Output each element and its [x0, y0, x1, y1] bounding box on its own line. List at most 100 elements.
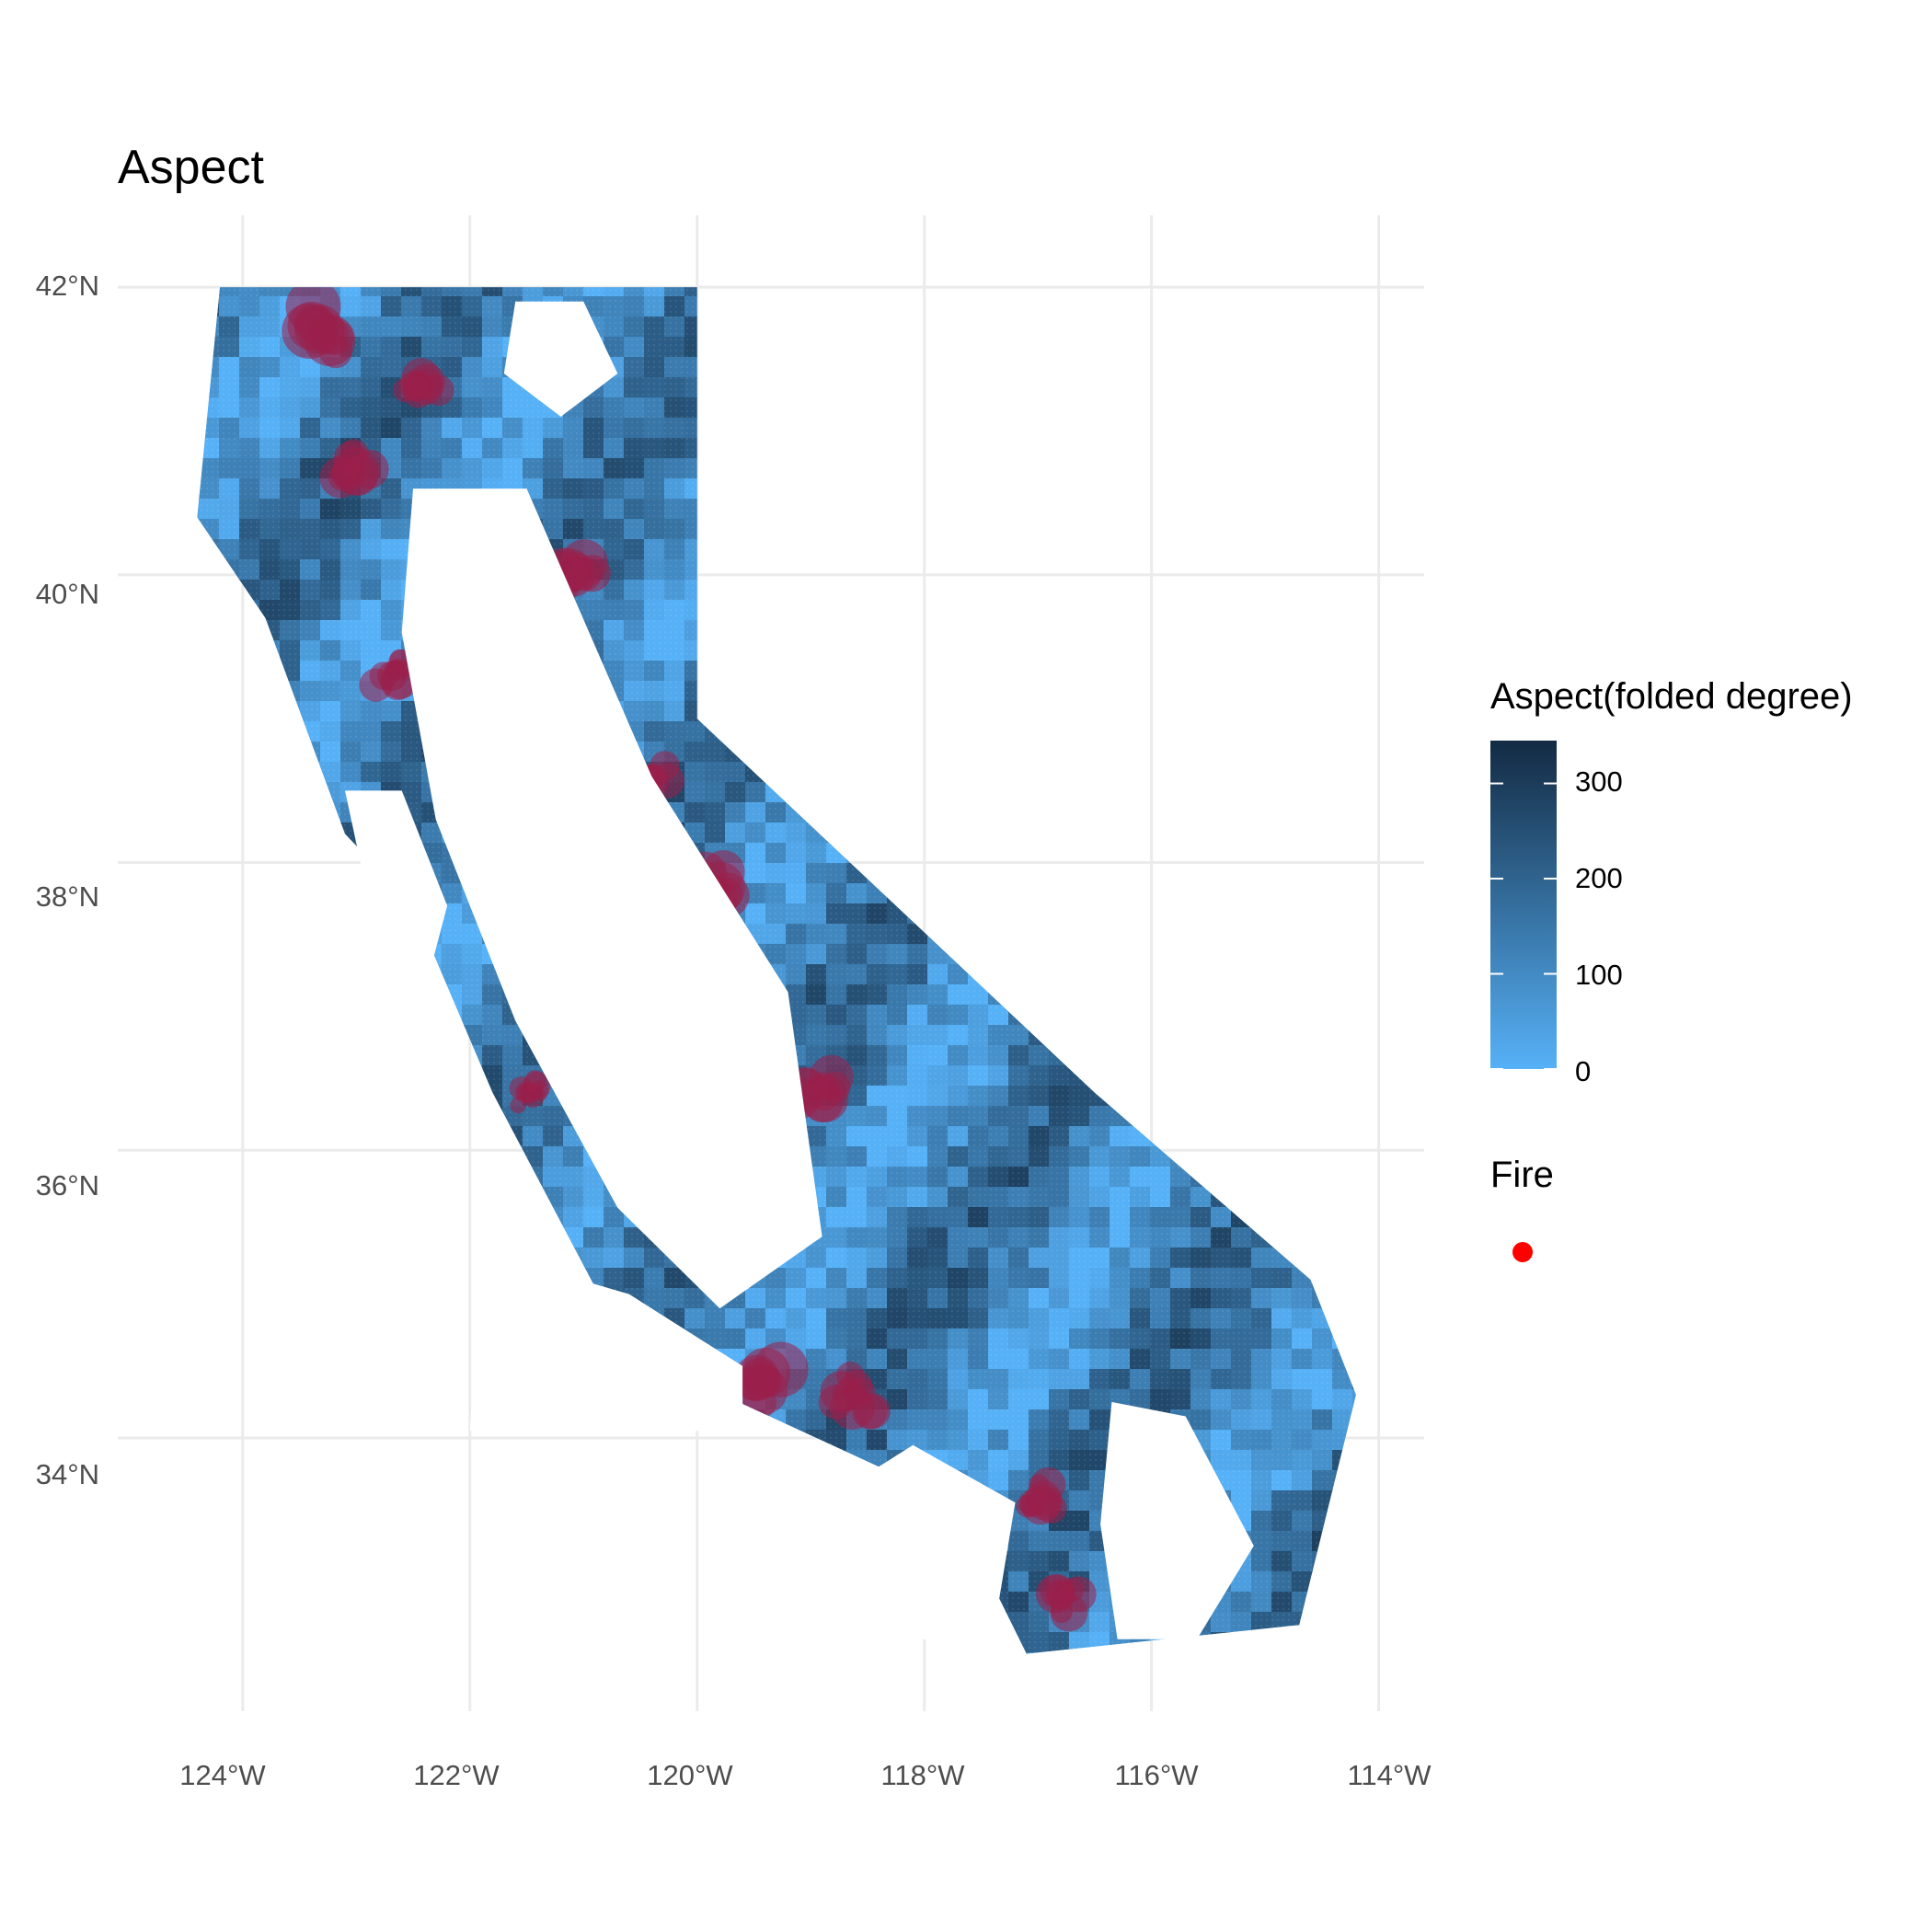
x-tick-label: 114°W: [1347, 1759, 1432, 1791]
aspect-cell: [158, 1511, 179, 1532]
aspect-cell: [927, 499, 949, 520]
aspect-cell: [1008, 519, 1029, 540]
aspect-cell: [846, 215, 868, 236]
aspect-cell: [1373, 1531, 1394, 1552]
aspect-cell: [1312, 296, 1333, 317]
legend-break-label: 200: [1575, 862, 1623, 894]
aspect-cell: [1271, 1065, 1293, 1087]
aspect-cell: [259, 1349, 281, 1370]
aspect-cell: [138, 1005, 159, 1026]
aspect-cell: [1049, 519, 1070, 540]
aspect-cell: [197, 1126, 200, 1147]
aspect-cell: [806, 1592, 827, 1613]
aspect-cell: [1069, 640, 1090, 661]
aspect-cell: [1089, 944, 1110, 965]
aspect-cell: [158, 357, 179, 378]
aspect-cell: [280, 863, 301, 884]
aspect-cell: [1312, 883, 1333, 904]
aspect-cell: [1413, 1531, 1434, 1552]
aspect-cell: [259, 742, 281, 763]
aspect-cell: [361, 1126, 382, 1147]
aspect-cell: [462, 1126, 483, 1147]
aspect-cell: [300, 1511, 321, 1532]
aspect-cell: [320, 1652, 341, 1654]
aspect-cell: [826, 721, 847, 742]
aspect-cell: [280, 215, 301, 236]
y-tick-label: 38°N: [35, 880, 99, 913]
aspect-cell: [401, 256, 422, 277]
aspect-cell: [340, 215, 362, 236]
aspect-cell: [1393, 1005, 1414, 1026]
aspect-cell: [1251, 863, 1272, 884]
aspect-cell: [806, 1450, 827, 1471]
aspect-cell: [1413, 1086, 1434, 1107]
aspect-cell: [421, 1693, 443, 1714]
aspect-cell: [867, 337, 888, 358]
aspect-cell: [138, 1248, 159, 1269]
aspect-cell: [1413, 681, 1434, 702]
aspect-cell: [138, 580, 159, 601]
aspect-cell: [968, 782, 989, 803]
aspect-cell: [1231, 458, 1252, 479]
aspect-cell: [219, 236, 240, 257]
aspect-cell: [1393, 782, 1414, 803]
aspect-cell: [1251, 640, 1272, 661]
no-data-area: [503, 301, 618, 417]
aspect-cell: [1312, 1693, 1333, 1714]
aspect-cell: [1251, 478, 1272, 500]
aspect-cell: [199, 1632, 220, 1653]
aspect-cell: [745, 458, 766, 479]
aspect-cell: [199, 1490, 220, 1512]
aspect-cell: [543, 1652, 564, 1654]
aspect-cell: [1312, 944, 1333, 965]
aspect-cell: [786, 1612, 807, 1633]
aspect-cell: [624, 1450, 645, 1471]
aspect-cell: [745, 580, 766, 601]
aspect-cell: [340, 1045, 362, 1066]
aspect-cell: [968, 316, 989, 338]
aspect-cell: [1332, 337, 1353, 358]
aspect-cell: [1251, 1652, 1272, 1654]
aspect-cell: [968, 539, 989, 560]
aspect-cell: [948, 337, 969, 358]
aspect-cell: [745, 1511, 766, 1532]
aspect-cell: [138, 377, 159, 398]
aspect-cell: [138, 701, 159, 722]
aspect-cell: [948, 559, 969, 581]
aspect-cell: [1393, 1248, 1414, 1269]
aspect-cell: [826, 256, 847, 277]
aspect-cell: [1110, 661, 1131, 682]
aspect-cell: [197, 458, 200, 479]
aspect-cell: [1271, 1207, 1293, 1228]
aspect-cell: [765, 296, 787, 317]
aspect-cell: [765, 1470, 787, 1491]
aspect-cell: [502, 1187, 523, 1208]
aspect-cell: [401, 984, 422, 1006]
aspect-cell: [1373, 438, 1394, 459]
aspect-cell: [1251, 944, 1272, 965]
aspect-cell: [1130, 1065, 1151, 1087]
aspect-cell: [887, 438, 908, 459]
aspect-cell: [1029, 296, 1050, 317]
aspect-cell: [1130, 701, 1151, 722]
aspect-cell: [300, 1693, 321, 1714]
aspect-cell: [361, 1409, 382, 1431]
aspect-cell: [197, 1227, 200, 1248]
aspect-cell: [219, 1005, 240, 1026]
aspect-cell: [786, 539, 807, 560]
aspect-cell: [664, 256, 685, 277]
aspect-cell: [197, 802, 200, 823]
aspect-cell: [684, 1450, 706, 1471]
aspect-cell: [583, 1652, 604, 1654]
aspect-cell: [948, 539, 969, 560]
aspect-cell: [1231, 742, 1252, 763]
aspect-cell: [199, 1470, 220, 1491]
aspect-cell: [664, 236, 685, 257]
aspect-cell: [1170, 620, 1191, 641]
aspect-cell: [1089, 661, 1110, 682]
aspect-cell: [1332, 1126, 1353, 1147]
aspect-cell: [138, 1470, 159, 1491]
aspect-cell: [1089, 701, 1110, 722]
aspect-cell: [806, 357, 827, 378]
aspect-cell: [280, 1369, 301, 1390]
